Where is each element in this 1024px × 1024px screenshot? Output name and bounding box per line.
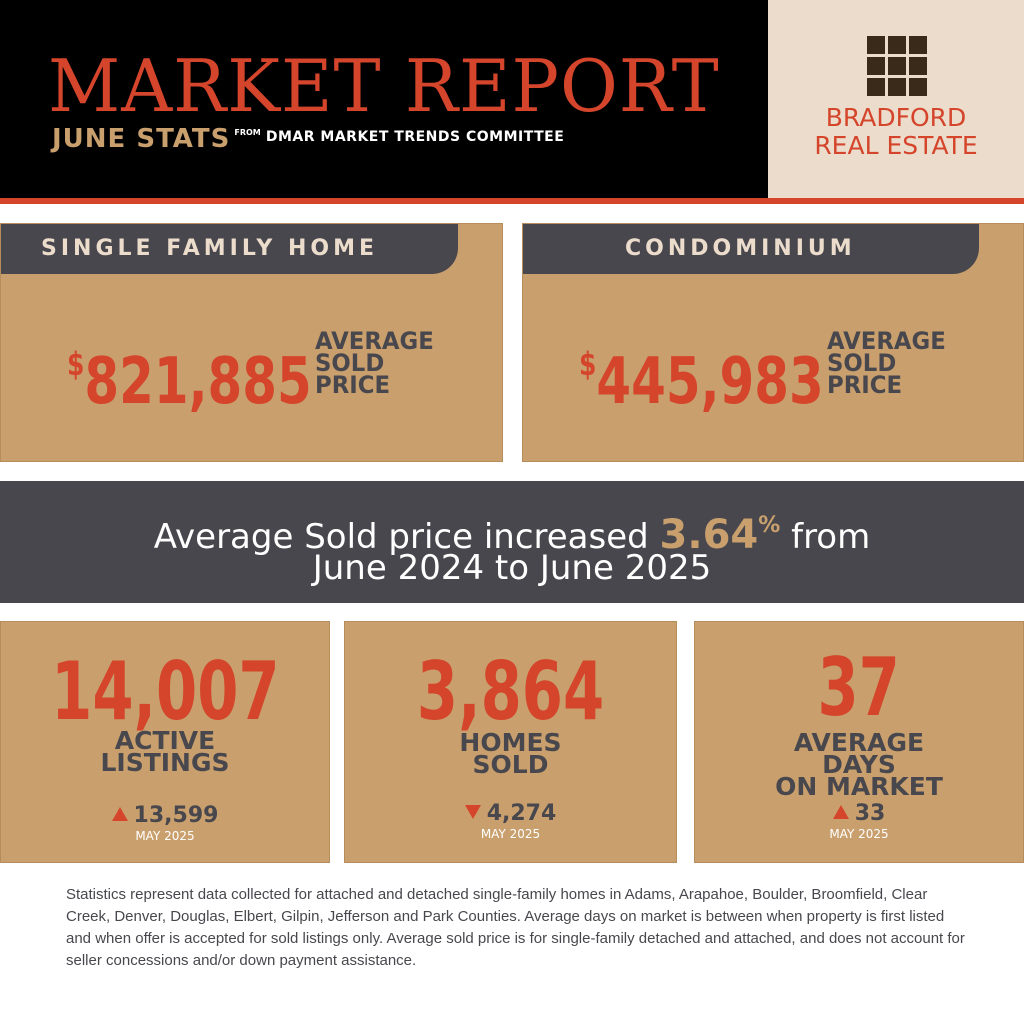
- price-change-banner: [0, 481, 1024, 603]
- header-divider: [0, 198, 1024, 204]
- percent-change: 3.64%: [660, 512, 781, 558]
- banner-line-2: June 2024 to June 2025: [312, 548, 712, 588]
- condominium-price-label: AVERAGE SOLD PRICE: [827, 327, 946, 399]
- days-on-market-card: 37 AVERAGE DAYS ON MARKET 33 MAY 2025: [694, 621, 1024, 863]
- single-family-price-value: 821,885: [84, 345, 312, 419]
- active-listings-card: 14,007 ACTIVE LISTINGS 13,599 MAY 2025: [0, 621, 330, 863]
- window-grid-icon: [867, 36, 927, 96]
- single-family-price-label: AVERAGE SOLD PRICE: [315, 327, 434, 399]
- days-on-market-prev: 33: [695, 802, 1023, 826]
- trend-up-icon: [111, 807, 128, 821]
- homes-sold-label: HOMES SOLD: [459, 728, 562, 779]
- condominium-price: $445,983: [579, 332, 824, 414]
- condominium-card: CONDOMINIUM $445,983 AVERAGE SOLD PRICE: [522, 223, 1024, 462]
- company-name: BRADFORD REAL ESTATE: [768, 104, 1024, 160]
- active-listings-prev-value: 13,599: [133, 803, 219, 828]
- report-subtitle: JUNE STATS FROM DMAR MARKET TRENDS COMMIT…: [52, 124, 564, 154]
- banner-text-before: Average Sold price increased: [153, 517, 660, 557]
- source-label: DMAR MARKET TRENDS COMMITTEE: [265, 129, 565, 145]
- homes-sold-prev-value: 4,274: [486, 801, 557, 826]
- condominium-price-value: 445,983: [596, 345, 824, 419]
- single-family-price: $821,885: [67, 332, 312, 414]
- homes-sold-value: 3,864: [416, 645, 605, 738]
- days-on-market-label: AVERAGE DAYS ON MARKET: [775, 728, 943, 801]
- active-listings-prev-date: MAY 2025: [135, 829, 195, 843]
- disclaimer-text: Statistics represent data collected for …: [66, 886, 965, 969]
- days-on-market-prev-date: MAY 2025: [829, 827, 889, 841]
- company-name-line2: REAL ESTATE: [814, 131, 978, 160]
- condominium-heading: CONDOMINIUM: [625, 236, 856, 261]
- homes-sold-prev-date: MAY 2025: [480, 827, 541, 841]
- from-label: FROM: [234, 128, 261, 137]
- single-family-heading: SINGLE FAMILY HOME: [41, 236, 379, 261]
- active-listings-prev: 13,599: [1, 804, 329, 828]
- company-name-line1: BRADFORD: [825, 103, 967, 132]
- june-stats-label: JUNE STATS: [52, 124, 231, 154]
- homes-sold-card: 3,864 HOMES SOLD 4,274 MAY 2025: [344, 621, 677, 863]
- company-logo: BRADFORD REAL ESTATE: [768, 0, 1024, 198]
- banner-text-after: from: [780, 517, 871, 557]
- active-listings-label: ACTIVE LISTINGS: [100, 726, 230, 777]
- trend-down-icon: [464, 805, 481, 819]
- days-on-market-prev-value: 33: [854, 801, 886, 826]
- trend-up-icon: [832, 805, 849, 819]
- percent-sign: %: [758, 513, 781, 538]
- banner-line-1: Average Sold price increased 3.64% from: [0, 504, 1024, 559]
- homes-sold-prev: 4,274: [345, 802, 676, 826]
- single-family-tab: SINGLE FAMILY HOME: [1, 224, 458, 274]
- single-family-card: SINGLE FAMILY HOME $821,885 AVERAGE SOLD…: [0, 223, 503, 462]
- report-title: MARKET REPORT: [48, 44, 720, 128]
- active-listings-value: 14,007: [50, 645, 280, 738]
- percent-value: 3.64: [659, 512, 759, 558]
- condominium-tab: CONDOMINIUM: [523, 224, 979, 274]
- days-on-market-value: 37: [817, 641, 901, 734]
- currency-symbol: $: [67, 345, 85, 383]
- currency-symbol: $: [579, 345, 597, 383]
